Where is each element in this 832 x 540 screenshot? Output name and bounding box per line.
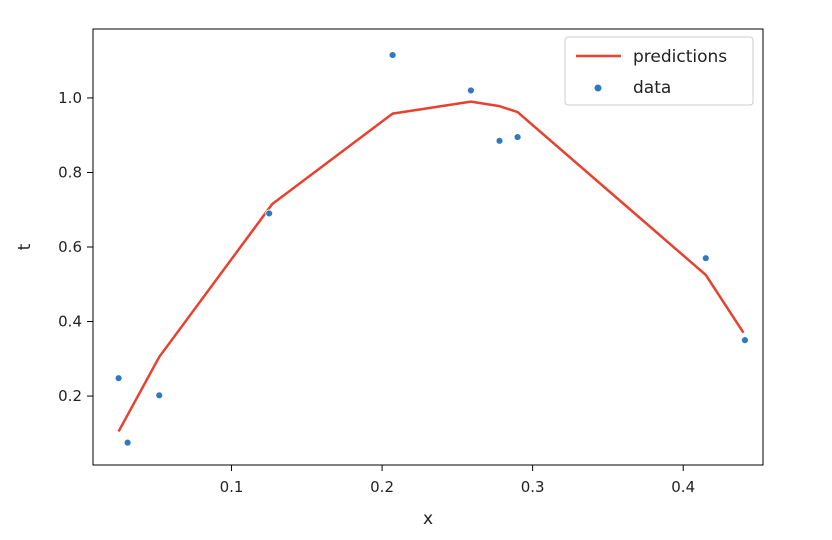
data-point: [388, 51, 397, 59]
data-point: [265, 209, 274, 218]
y-tick-label: 0.8: [58, 163, 82, 181]
legend-dot-swatch: [594, 84, 602, 92]
data-point: [513, 133, 522, 141]
legend-label-predictions: predictions: [633, 47, 727, 67]
x-tick-label: 0.4: [671, 478, 695, 496]
plot-area: [114, 51, 749, 447]
predictions-line: [117, 100, 745, 433]
x-axis: 0.1 0.2 0.3 0.4: [220, 465, 695, 496]
data-point: [741, 336, 749, 345]
y-axis-label: t: [15, 243, 35, 250]
x-tick-label: 0.3: [521, 478, 545, 496]
legend: predictions data: [564, 36, 754, 106]
y-tick-label: 0.2: [58, 387, 82, 405]
x-tick-label: 0.1: [220, 478, 244, 496]
legend-box: [564, 36, 754, 106]
data-point: [155, 391, 164, 400]
data-point: [467, 86, 475, 95]
y-tick-label: 0.6: [58, 238, 82, 256]
legend-label-data: data: [633, 78, 671, 98]
y-axis: 0.2 0.4 0.6 0.8 1.0: [58, 89, 93, 405]
data-point: [123, 438, 132, 447]
data-point: [701, 254, 710, 263]
data-point: [495, 136, 504, 145]
x-axis-label: x: [423, 509, 433, 529]
x-tick-label: 0.2: [370, 478, 394, 496]
y-tick-label: 0.4: [58, 313, 82, 331]
data-point: [114, 374, 123, 383]
y-tick-label: 1.0: [58, 89, 82, 107]
